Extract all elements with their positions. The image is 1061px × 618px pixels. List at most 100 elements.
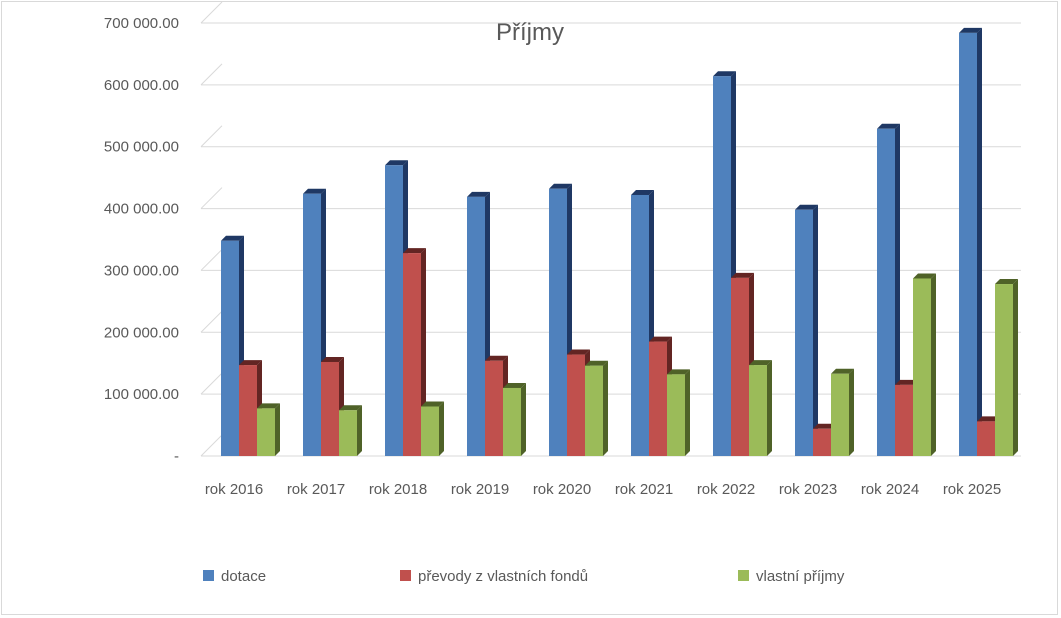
bar-top	[585, 360, 608, 366]
bar-top	[813, 423, 836, 429]
bar-side	[895, 123, 900, 457]
bar-front	[895, 384, 913, 456]
bar-front	[239, 365, 257, 456]
bar	[421, 401, 444, 456]
bar-front	[995, 284, 1013, 456]
bar-top	[257, 403, 280, 409]
gridline-depth	[200, 125, 223, 148]
bar-front	[877, 128, 895, 457]
x-tick-label: rok 2017	[287, 481, 345, 498]
bar-top	[221, 235, 244, 241]
bar-front	[503, 387, 521, 456]
legend-label: převody z vlastních fondů	[418, 568, 588, 585]
x-axis-ticks: rok 2016 rok 2017 rok 2018 rok 2019 rok 2020…	[205, 481, 1001, 498]
y-tick-label: 100 000.00	[104, 386, 179, 403]
bars	[221, 27, 1018, 457]
legend: dotace převody z vlastních fondů vlastní p…	[203, 568, 845, 585]
gridline-depth	[200, 187, 223, 209]
bar-top	[549, 183, 572, 189]
legend-label: vlastní příjmy	[756, 568, 845, 585]
bar	[749, 360, 772, 456]
bar	[831, 368, 854, 456]
bar-top	[731, 272, 754, 278]
bar-top	[667, 369, 690, 375]
y-tick-label: 300 000.00	[104, 262, 179, 279]
bar-side	[977, 27, 982, 456]
x-tick-label: rok 2016	[205, 481, 263, 498]
bar	[995, 279, 1018, 456]
gridline-depth	[200, 372, 223, 395]
bar-front	[339, 410, 357, 456]
bar-front	[421, 406, 439, 456]
bar-side	[685, 369, 690, 456]
gridline-depth	[200, 249, 223, 271]
x-tick-label: rok 2023	[779, 481, 837, 498]
x-tick-label: rok 2018	[369, 481, 427, 498]
gridline-depth	[200, 63, 223, 86]
legend-item: převody z vlastních fondů	[400, 568, 588, 585]
bar	[339, 405, 362, 456]
bar-top	[339, 405, 362, 411]
y-axis-ticks: - 100 000.00 200 000.00 300 000.00 400 000.0…	[104, 15, 179, 465]
bar-front	[403, 253, 421, 456]
bar-front	[795, 209, 813, 456]
bar-top	[649, 336, 672, 342]
gridline-depth	[200, 1, 223, 24]
bar-top	[485, 355, 508, 361]
bar-top	[895, 379, 918, 385]
bar-side	[603, 360, 608, 456]
x-tick-label: rok 2024	[861, 481, 919, 498]
chart-title: Příjmy	[496, 19, 564, 46]
bar-front	[731, 277, 749, 456]
bar-front	[221, 240, 239, 456]
bar-front	[567, 354, 585, 456]
gridline-depth	[200, 434, 223, 457]
x-tick-label: rok 2022	[697, 481, 755, 498]
bar-top	[795, 204, 818, 210]
bar	[585, 360, 608, 456]
bar	[403, 248, 426, 456]
y-tick-label: 500 000.00	[104, 139, 179, 156]
bar-top	[749, 360, 772, 366]
legend-swatch	[400, 570, 411, 581]
bar-top	[467, 191, 490, 197]
bar-front	[385, 165, 403, 456]
x-tick-label: rok 2020	[533, 481, 591, 498]
x-tick-label: rok 2021	[615, 481, 673, 498]
bar-top	[995, 279, 1018, 285]
bar-top	[713, 71, 736, 77]
bar-top	[503, 382, 526, 388]
legend-swatch	[203, 570, 214, 581]
bar-side	[1013, 279, 1018, 456]
bar-top	[239, 360, 262, 366]
bar-front	[257, 408, 275, 456]
bar	[503, 382, 526, 456]
bar-top	[631, 189, 654, 195]
bar-front	[959, 32, 977, 456]
legend-item: vlastní příjmy	[738, 568, 845, 585]
y-tick-label: -	[174, 448, 179, 465]
y-tick-label: 600 000.00	[104, 77, 179, 94]
bar-front	[549, 188, 567, 456]
x-tick-label: rok 2019	[451, 481, 509, 498]
bar-top	[567, 349, 590, 355]
bar-top	[913, 273, 936, 279]
legend-label: dotace	[221, 568, 266, 585]
bar	[877, 123, 900, 457]
bar-front	[913, 278, 931, 456]
bar-side	[767, 360, 772, 456]
bar-front	[485, 360, 503, 456]
y-tick-label: 700 000.00	[104, 15, 179, 32]
bar-top	[303, 188, 326, 194]
gridline-depth	[200, 310, 223, 333]
bar-front	[749, 365, 767, 456]
legend-swatch	[738, 570, 749, 581]
y-tick-label: 200 000.00	[104, 324, 179, 341]
bar-top	[977, 416, 1000, 422]
bar-top	[421, 401, 444, 407]
bar	[795, 204, 818, 456]
y-tick-label: 400 000.00	[104, 201, 179, 218]
bar-side	[931, 273, 936, 456]
bar-front	[585, 365, 603, 456]
bar-front	[321, 361, 339, 456]
